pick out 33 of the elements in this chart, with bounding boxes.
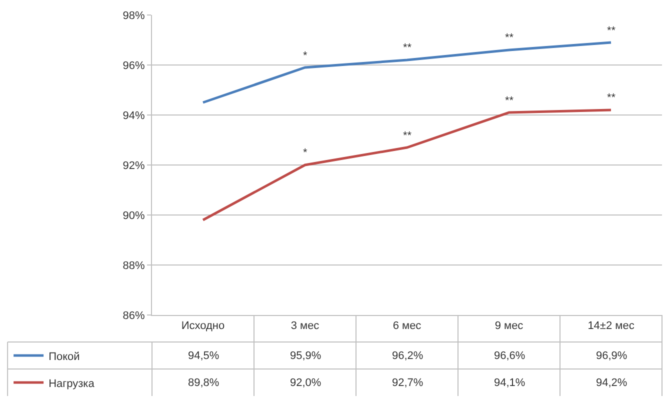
annotation: ** (403, 42, 412, 54)
y-tick-label: 96% (122, 60, 146, 72)
data-label: 92,0% (290, 377, 322, 389)
y-tick-label: 88% (122, 260, 146, 272)
annotation: ** (607, 92, 616, 104)
data-label: 96,9% (596, 350, 628, 362)
x-tick-label: 6 мес (392, 320, 422, 332)
y-tick-label: 92% (122, 160, 146, 172)
legend-label: Покой (48, 350, 80, 363)
data-label: 96,2% (392, 350, 424, 362)
y-tick-label: 86% (122, 310, 146, 322)
data-label: 95,9% (290, 350, 322, 362)
data-label: 92,7% (392, 377, 424, 389)
x-tick-label: 9 мес (494, 320, 524, 332)
annotation: * (303, 147, 308, 159)
x-tick-label: Исходно (181, 320, 225, 332)
data-label: 94,2% (596, 377, 628, 389)
data-label: 94,5% (188, 350, 220, 362)
x-tick-label: 3 мес (290, 320, 320, 332)
data-label: 94,1% (494, 377, 526, 389)
annotation: ** (607, 25, 616, 37)
annotation: * (303, 50, 308, 62)
line-series (202, 108, 612, 222)
annotation: ** (403, 130, 412, 142)
annotation: ** (505, 95, 514, 107)
y-tick-label: 94% (122, 110, 146, 122)
y-tick-label: 98% (122, 10, 146, 22)
data-label: 89,8% (188, 377, 220, 389)
data-label: 96,6% (494, 350, 526, 362)
legend-label: Нагрузка (48, 378, 96, 390)
y-tick-label: 90% (122, 210, 146, 222)
x-tick-label: 14±2 мес (588, 320, 635, 332)
annotation: ** (505, 32, 514, 44)
